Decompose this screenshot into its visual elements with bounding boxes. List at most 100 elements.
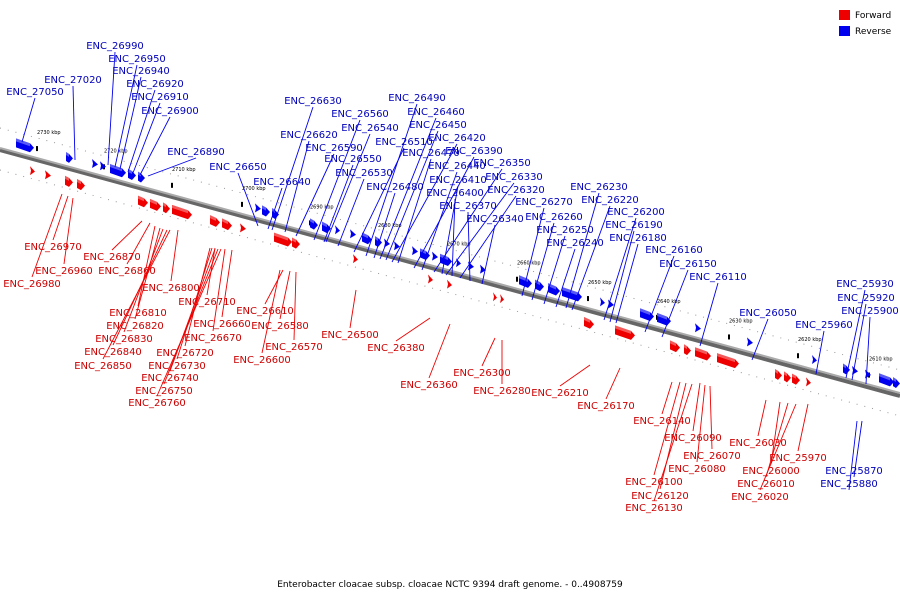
gene-arrow[interactable]	[362, 232, 372, 245]
gene-label[interactable]: ENC_26080	[668, 464, 726, 475]
gene-arrow[interactable]	[695, 323, 701, 333]
gene-label-group[interactable]: ENC_26460	[379, 107, 465, 260]
gene-arrow[interactable]	[428, 274, 433, 284]
gene-label[interactable]: ENC_26130	[625, 503, 683, 514]
gene-label[interactable]: ENC_26050	[739, 308, 797, 319]
reverse-gene[interactable]	[480, 264, 486, 274]
gene-arrow[interactable]	[440, 253, 452, 267]
gene-label[interactable]: ENC_25880	[820, 479, 878, 490]
gene-label-group[interactable]: ENC_26950	[108, 54, 166, 168]
gene-label[interactable]: ENC_26590	[305, 143, 363, 154]
gene-label[interactable]: ENC_27020	[44, 75, 102, 86]
gene-label[interactable]: ENC_26920	[126, 79, 184, 90]
gene-label[interactable]: ENC_26800	[142, 283, 200, 294]
gene-arrow[interactable]	[893, 377, 900, 388]
gene-label-group[interactable]: ENC_26760	[128, 248, 222, 409]
reverse-gene[interactable]	[66, 151, 73, 163]
gene-arrow[interactable]	[310, 218, 318, 230]
gene-label-group[interactable]: ENC_26120	[631, 382, 689, 502]
gene-arrow[interactable]	[77, 178, 85, 191]
gene-arrow[interactable]	[879, 373, 894, 387]
forward-gene[interactable]	[670, 340, 680, 353]
gene-label[interactable]: ENC_26210	[531, 388, 589, 399]
forward-gene[interactable]	[792, 373, 800, 385]
gene-label-group[interactable]: ENC_26850	[74, 229, 171, 372]
gene-label-group[interactable]: ENC_27050	[6, 87, 64, 143]
gene-label-group[interactable]: ENC_26200	[603, 207, 665, 321]
gene-label-group[interactable]: ENC_26620	[280, 130, 338, 233]
gene-label-group[interactable]: ENC_26210	[531, 364, 591, 399]
gene-arrow[interactable]	[92, 159, 98, 169]
gene-label-group[interactable]: ENC_26440	[421, 161, 486, 271]
gene-label[interactable]: ENC_26030	[729, 438, 787, 449]
gene-label-group[interactable]: ENC_26570	[265, 271, 323, 353]
gene-label-group[interactable]: ENC_26650	[209, 162, 267, 227]
gene-label[interactable]: ENC_26350	[473, 158, 531, 169]
gene-arrow[interactable]	[468, 261, 474, 271]
gene-arrow[interactable]	[493, 292, 497, 302]
gene-label-group[interactable]: ENC_26380	[367, 317, 431, 354]
gene-label-group[interactable]: ENC_26810	[109, 225, 167, 319]
gene-label-group[interactable]: ENC_26340	[466, 214, 524, 285]
gene-arrow[interactable]	[262, 205, 270, 217]
gene-label[interactable]: ENC_25900	[841, 306, 899, 317]
gene-arrow[interactable]	[110, 163, 126, 178]
gene-label-group[interactable]: ENC_26470	[397, 148, 460, 264]
gene-label[interactable]: ENC_26740	[141, 373, 199, 384]
gene-arrow[interactable]	[335, 225, 340, 235]
gene-label[interactable]: ENC_26420	[428, 133, 486, 144]
gene-label-group[interactable]: ENC_26130	[625, 383, 693, 514]
gene-label[interactable]: ENC_26450	[409, 120, 467, 131]
gene-arrow[interactable]	[812, 355, 817, 365]
gene-label-group[interactable]: ENC_26250	[536, 225, 594, 305]
gene-label-group[interactable]: ENC_25870	[825, 420, 883, 478]
forward-gene[interactable]	[77, 178, 85, 191]
gene-label[interactable]: ENC_26240	[546, 238, 604, 249]
reverse-gene[interactable]	[138, 171, 145, 183]
reverse-gene[interactable]	[310, 218, 318, 230]
gene-label-group[interactable]: ENC_26270	[515, 197, 573, 297]
forward-gene[interactable]	[172, 204, 192, 220]
gene-label-group[interactable]: ENC_26960	[35, 197, 93, 277]
gene-label[interactable]: ENC_26610	[236, 306, 294, 317]
gene-label-group[interactable]: ENC_26010	[737, 402, 795, 490]
gene-label[interactable]: ENC_26480	[366, 182, 424, 193]
gene-label-group[interactable]: ENC_26600	[233, 269, 291, 366]
gene-label[interactable]: ENC_26220	[581, 195, 639, 206]
gene-arrow[interactable]	[562, 286, 582, 302]
forward-gene[interactable]	[684, 344, 691, 356]
gene-arrow[interactable]	[16, 138, 34, 153]
forward-gene[interactable]	[150, 198, 161, 211]
reverse-gene[interactable]	[128, 168, 136, 181]
reverse-gene[interactable]	[16, 138, 34, 153]
gene-arrow[interactable]	[695, 347, 711, 361]
gene-label-group[interactable]: ENC_26150	[659, 259, 717, 338]
gene-arrow[interactable]	[747, 337, 753, 347]
gene-label-group[interactable]: ENC_25930	[836, 279, 894, 379]
gene-label[interactable]: ENC_26970	[24, 242, 82, 253]
gene-label[interactable]: ENC_26260	[525, 212, 583, 223]
gene-arrow[interactable]	[412, 246, 418, 256]
forward-gene[interactable]	[615, 325, 635, 340]
gene-arrow[interactable]	[432, 251, 438, 261]
gene-label[interactable]: ENC_25970	[769, 453, 827, 464]
reverse-gene[interactable]	[695, 323, 701, 333]
gene-label[interactable]: ENC_26900	[141, 106, 199, 117]
gene-label[interactable]: ENC_26750	[135, 386, 193, 397]
reverse-gene[interactable]	[92, 159, 98, 169]
gene-arrow[interactable]	[548, 283, 560, 296]
gene-label[interactable]: ENC_26540	[341, 123, 399, 134]
gene-label[interactable]: ENC_26830	[95, 334, 153, 345]
gene-label-group[interactable]: ENC_26360	[400, 323, 458, 391]
gene-label[interactable]: ENC_26670	[184, 333, 242, 344]
reverse-gene[interactable]	[456, 258, 461, 268]
gene-label-group[interactable]: ENC_26260	[525, 212, 583, 301]
gene-arrow[interactable]	[792, 373, 800, 385]
gene-label[interactable]: ENC_26890	[167, 147, 225, 158]
gene-arrow[interactable]	[66, 151, 73, 163]
gene-arrow[interactable]	[775, 368, 782, 380]
gene-label[interactable]: ENC_26560	[331, 109, 389, 120]
gene-label[interactable]: ENC_26390	[445, 146, 503, 157]
gene-arrow[interactable]	[292, 237, 300, 249]
gene-arrow[interactable]	[717, 353, 739, 369]
